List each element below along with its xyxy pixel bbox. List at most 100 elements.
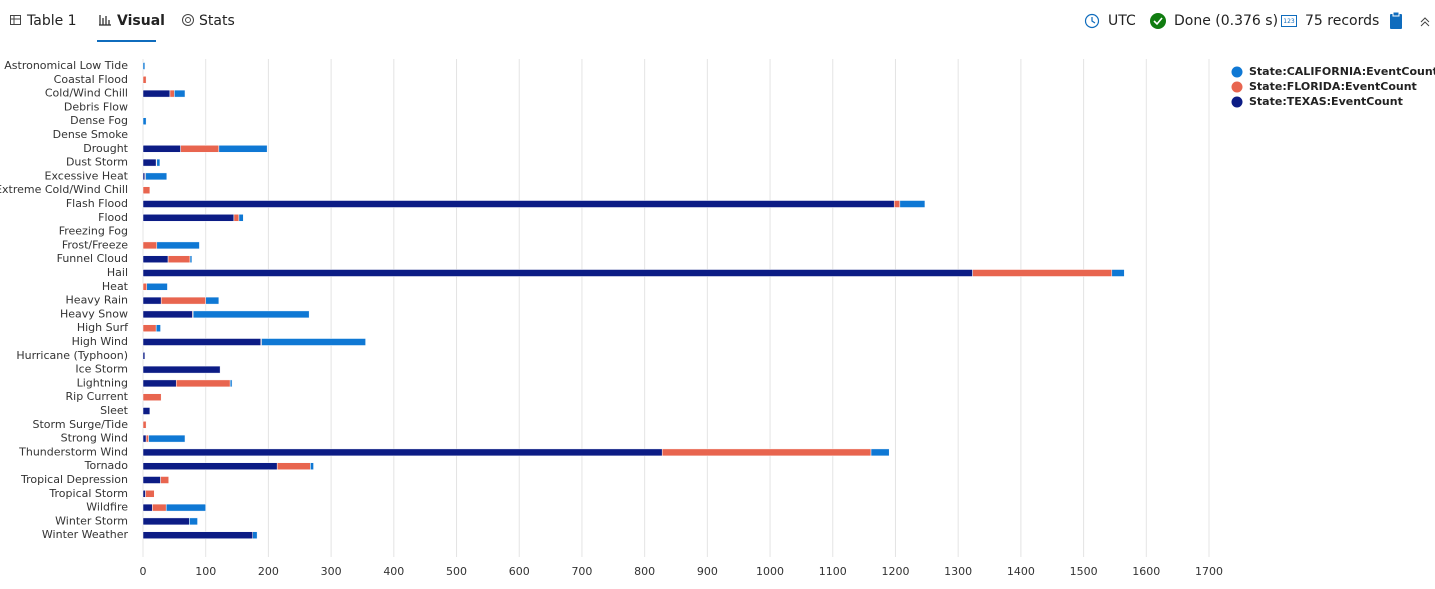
bar-segment [142,158,157,167]
y-tick-label: Heat [102,280,129,293]
bar-segment [145,490,155,498]
bar-segment [142,283,148,291]
legend-marker [1231,66,1243,78]
bar-segment [142,434,147,443]
y-tick-label: Debris Flow [64,100,128,113]
bar-segment [142,503,153,512]
x-tick-label: 1700 [1195,565,1223,578]
bar-segment [145,434,149,443]
x-tick-label: 700 [571,565,592,578]
bar-segment [142,393,162,401]
done-icon [1150,13,1166,29]
bar-segment [229,379,233,388]
bar-segment [205,296,220,305]
y-tick-label: Tornado [84,459,129,472]
bar-segment [148,434,186,443]
x-tick-label: 400 [383,565,404,578]
legend-label: State:FLORIDA:EventCount [1249,80,1417,93]
x-tick-label: 600 [509,565,530,578]
y-tick-label: Tropical Storm [48,487,128,500]
tab-underline [97,40,156,42]
bar-segment [238,214,244,222]
bar-segment [142,407,151,415]
clock-icon [1084,13,1100,29]
bar-segment [142,255,169,263]
bar-segment [261,338,366,346]
bar-segment [142,531,253,539]
bar-segment [252,531,258,539]
y-tick-label: Rip Current [66,390,129,403]
bar-segment [152,503,167,512]
bar-segment [175,379,231,388]
bar-segment [142,421,147,429]
bar-segment [142,145,181,153]
bar-segment [142,200,895,208]
y-tick-label: Freezing Fog [59,225,128,238]
y-tick-label: Coastal Flood [54,73,128,86]
bar-segment [142,324,157,332]
x-tick-label: 900 [697,565,718,578]
bar-segment [142,89,171,98]
x-tick-label: 500 [446,565,467,578]
y-tick-label: Hurricane (Typhoon) [16,349,128,362]
tab-active[interactable]: Visual [117,13,165,29]
bar-segment [142,338,262,346]
bar-segment [169,89,175,98]
bar-segment [142,214,235,222]
y-tick-label: Wildfire [86,501,128,514]
bar-segment [142,241,158,250]
bar-segment [972,269,1113,277]
bar-segment [142,269,973,277]
y-tick-label: Dense Smoke [53,128,129,141]
bar-segment [661,448,872,457]
x-tick-label: 200 [258,565,279,578]
x-tick-label: 1500 [1070,565,1098,578]
y-tick-label: Winter Storm [55,514,128,527]
bar-segment [142,379,177,388]
chart: 0 100 200 300 400 500 600 700 800 900 1000 1100 1200… [0,59,1435,578]
y-tick-label: Astronomical Low Tide [4,59,128,72]
collapse-button-2 [1420,21,1430,27]
x-tick-label: 100 [195,565,216,578]
y-tick-label: Funnel Cloud [57,252,128,265]
bar-segment [142,517,190,526]
bar-segment [189,255,193,263]
table-icon [10,15,21,25]
y-tick-label: Extreme Cold/Wind Chill [0,183,128,196]
bar-segment [893,200,901,208]
timezone[interactable]: UTC [1108,13,1136,29]
y-tick-label: Excessive Heat [45,169,129,182]
bar-segment [142,310,193,319]
bar-segment [233,214,240,222]
bar-segment [142,476,161,484]
legend-marker [1231,96,1243,108]
bar-segment [180,145,220,153]
x-tick-label: 300 [321,565,342,578]
y-tick-label: Dense Fog [70,114,128,127]
collapse-button[interactable] [1420,17,1430,23]
legend-marker [1231,81,1243,93]
status: Done (0.376 s) [1174,13,1278,29]
y-tick-label: Sleet [100,404,129,417]
bar-segment [276,462,311,470]
bar-segment [142,352,146,360]
bar-segment [160,296,206,305]
bar-segment [142,172,146,181]
tab[interactable]: Table 1 [26,13,77,29]
y-tick-label: Heavy Snow [60,307,128,320]
bar-segment [165,503,206,512]
bar-segment [167,255,191,263]
y-tick-label: Cold/Wind Chill [45,87,128,100]
y-tick-label: Storm Surge/Tide [33,418,129,431]
y-tick-label: Flash Flood [66,197,128,210]
bar-segment [310,462,314,470]
y-tick-label: Winter Weather [42,528,129,541]
svg-text:123: 123 [1283,18,1295,25]
x-tick-label: 1000 [756,565,784,578]
bar-segment [870,448,890,457]
bar-segment [142,186,151,194]
tab[interactable]: Stats [199,13,235,29]
bar-segment [160,476,169,484]
copy-button[interactable] [1390,11,1402,29]
